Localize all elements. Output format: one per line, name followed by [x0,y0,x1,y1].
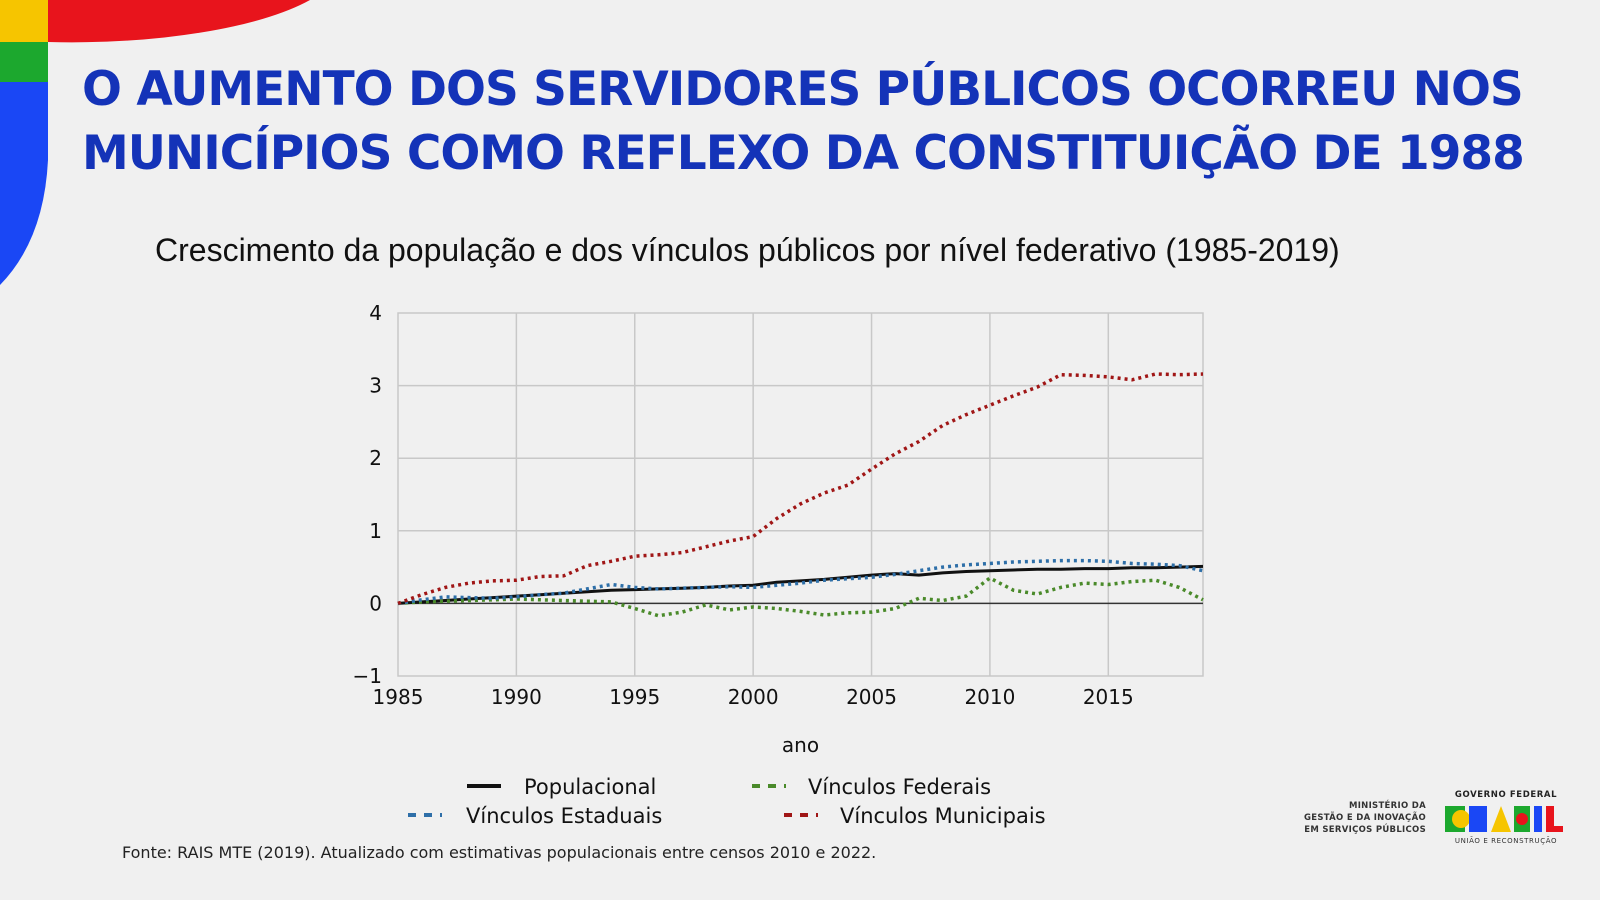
source-note: Fonte: RAIS MTE (2019). Atualizado com e… [122,843,877,862]
slide-title: O AUMENTO DOS SERVIDORES PÚBLICOS OCORRE… [82,58,1582,186]
chart-grid [397,312,1204,677]
chart-legend: Populacional Vínculos Federais Vínculos Es… [408,775,1046,828]
corner-green-block [0,42,48,82]
plot-frame [397,312,1204,677]
x-axis-label: ano [782,733,819,757]
legend-label: Vínculos Municipais [840,804,1046,828]
slide-title-line-1: O AUMENTO DOS SERVIDORES PÚBLICOS OCORRE… [82,62,1524,117]
series-line-v-nculos-estaduais [397,558,1204,606]
series-line-v-nculos-federais [397,576,1204,618]
legend-label: Vínculos Federais [808,775,991,799]
y-tick-label: 2 [369,446,382,470]
x-tick-label: 1985 [373,685,424,709]
brasil-logo-shape [1452,810,1470,828]
ministry-line-3: EM SERVIÇOS PÚBLICOS [1304,825,1426,835]
brasil-logo-i [1534,806,1542,832]
x-tick-label: 2000 [728,685,779,709]
brasil-logo-a [1491,806,1511,832]
y-tick-label: 0 [369,591,382,615]
gov-tagline: UNIÃO E RECONSTRUÇÃO [1454,837,1558,845]
legend-label: Vínculos Estaduais [466,804,662,828]
corner-decoration [0,0,310,285]
corner-yellow-block [0,0,48,42]
brasil-logo-l [1546,806,1554,832]
chart-series [397,372,1204,618]
y-tick-label: 1 [369,519,382,543]
y-tick-label: 4 [369,301,382,325]
ministry-logo: MINISTÉRIO DA GESTÃO E DA INOVAÇÃO EM SE… [1266,800,1426,836]
slide-title-line-2: MUNICÍPIOS COMO REFLEXO DA CONSTITUIÇÃO … [82,126,1525,181]
x-tick-label: 2015 [1083,685,1134,709]
brasil-logo [1445,806,1563,832]
x-tick-label: 2010 [964,685,1015,709]
y-tick-label: 3 [369,374,382,398]
gov-federal-label: GOVERNO FEDERAL [1454,790,1558,800]
series-line-v-nculos-municipais [397,372,1204,606]
x-tick-label: 1995 [609,685,660,709]
chart-axes: 1985 1990 1995 2000 2005 2010 2015 4 3 2 1 0 −1 ano [353,301,1134,757]
x-tick-label: 1990 [491,685,542,709]
legend-label: Populacional [524,775,656,799]
y-tick-label: −1 [353,664,382,688]
brasil-logo-r [1469,806,1487,832]
x-tick-label: 2005 [846,685,897,709]
chart-title: Crescimento da população e dos vínculos … [155,232,1340,268]
brasil-logo-l-foot [1546,826,1563,832]
corner-red-band [48,0,310,43]
ministry-line-2: GESTÃO E DA INOVAÇÃO [1303,813,1426,823]
corner-blue-block [0,82,48,285]
brasil-logo-dot [1516,813,1528,825]
ministry-line-1: MINISTÉRIO DA [1348,801,1426,811]
